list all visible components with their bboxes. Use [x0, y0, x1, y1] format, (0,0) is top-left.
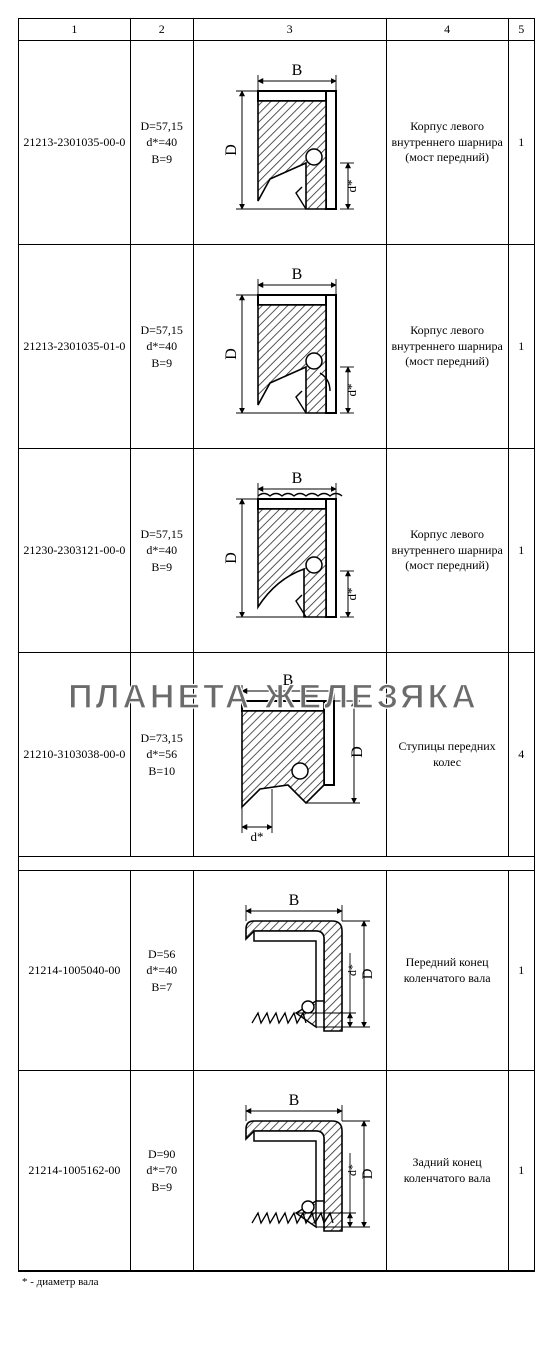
diagram-cell: B Dd* — [193, 871, 386, 1071]
svg-text:B: B — [288, 1092, 299, 1109]
dim-D: D=90 — [133, 1146, 191, 1162]
svg-text:D: D — [223, 552, 240, 564]
svg-text:d*: d* — [344, 383, 359, 396]
col-header-5: 5 — [508, 19, 534, 41]
table-row: 21213-2301035-01-0D=57,15d*=40B=9 B Dd* Кор… — [19, 245, 535, 449]
dim-d: d*=40 — [133, 962, 191, 978]
svg-text:D: D — [349, 746, 366, 758]
page-frame: 1 2 3 4 5 21213-2301035-00-0D=57,15d*=40… — [0, 0, 547, 1298]
table-header-row: 1 2 3 4 5 — [19, 19, 535, 41]
dim-d: d*=56 — [133, 746, 191, 762]
svg-text:B: B — [288, 892, 299, 909]
seal-cross-section-diagram: B Dd* — [200, 1081, 380, 1261]
section-gap — [19, 857, 535, 871]
parts-table: 1 2 3 4 5 21213-2301035-00-0D=57,15d*=40… — [18, 18, 535, 1271]
dimensions-cell: D=57,15d*=40B=9 — [130, 245, 193, 449]
quantity-cell: 1 — [508, 1071, 534, 1271]
dimensions-cell: D=57,15d*=40B=9 — [130, 449, 193, 653]
dim-d: d*=40 — [133, 134, 191, 150]
dim-D: D=57,15 — [133, 526, 191, 542]
description-cell: Передний конец коленчатого вала — [386, 871, 508, 1071]
part-number: 21214-1005162-00 — [19, 1071, 131, 1271]
seal-cross-section-diagram: B Dd* — [200, 461, 380, 641]
dimensions-cell: D=56d*=40B=7 — [130, 871, 193, 1071]
dim-d: d*=40 — [133, 542, 191, 558]
diagram-cell: B Dd* — [193, 653, 386, 857]
description-cell: Ступицы передних колес — [386, 653, 508, 857]
col-header-4: 4 — [386, 19, 508, 41]
part-number: 21214-1005040-00 — [19, 871, 131, 1071]
svg-text:D: D — [360, 1168, 376, 1179]
svg-text:D: D — [223, 144, 240, 156]
dimensions-cell: D=57,15d*=40B=9 — [130, 41, 193, 245]
part-number: 21213-2301035-00-0 — [19, 41, 131, 245]
dim-B: B=9 — [133, 559, 191, 575]
dim-B: B=9 — [133, 1179, 191, 1195]
table-row: 21213-2301035-00-0D=57,15d*=40B=9 B Dd* Кор… — [19, 41, 535, 245]
dim-B: B=9 — [133, 355, 191, 371]
svg-text:d*: d* — [345, 1164, 359, 1176]
col-header-1: 1 — [19, 19, 131, 41]
svg-text:B: B — [282, 672, 293, 689]
seal-cross-section-diagram: B Dd* — [200, 53, 380, 233]
dim-B: B=7 — [133, 979, 191, 995]
svg-text:D: D — [223, 348, 240, 360]
diagram-cell: B Dd* — [193, 245, 386, 449]
part-number: 21210-3103038-00-0 — [19, 653, 131, 857]
description-cell: Корпус левого внутреннего шарнира (мост … — [386, 41, 508, 245]
quantity-cell: 1 — [508, 871, 534, 1071]
svg-text:d*: d* — [344, 179, 359, 192]
dim-B: B=9 — [133, 151, 191, 167]
dim-d: d*=70 — [133, 1162, 191, 1178]
svg-text:D: D — [360, 968, 376, 979]
table-row: 21214-1005162-00D=90d*=70B=9 B Dd* Задний к… — [19, 1071, 535, 1271]
description-cell: Корпус левого внутреннего шарнира (мост … — [386, 449, 508, 653]
svg-text:d*: d* — [250, 829, 263, 844]
diagram-cell: B Dd* — [193, 449, 386, 653]
svg-text:B: B — [291, 266, 302, 283]
svg-text:B: B — [291, 62, 302, 79]
quantity-cell: 4 — [508, 653, 534, 857]
dim-D: D=73,15 — [133, 730, 191, 746]
quantity-cell: 1 — [508, 449, 534, 653]
svg-text:d*: d* — [345, 964, 359, 976]
diagram-cell: B Dd* — [193, 1071, 386, 1271]
table-row: 21230-2303121-00-0D=57,15d*=40B=9 B Dd* Кор… — [19, 449, 535, 653]
col-header-2: 2 — [130, 19, 193, 41]
footnote: * - диаметр вала — [18, 1271, 535, 1290]
seal-cross-section-diagram: B Dd* — [200, 881, 380, 1061]
table-row: 21214-1005040-00D=56d*=40B=7 B Dd* Передний… — [19, 871, 535, 1071]
dim-d: d*=40 — [133, 338, 191, 354]
seal-cross-section-diagram: B Dd* — [200, 665, 380, 845]
dimensions-cell: D=90d*=70B=9 — [130, 1071, 193, 1271]
col-header-3: 3 — [193, 19, 386, 41]
dimensions-cell: D=73,15d*=56B=10 — [130, 653, 193, 857]
description-cell: Задний конец коленчатого вала — [386, 1071, 508, 1271]
description-cell: Корпус левого внутреннего шарнира (мост … — [386, 245, 508, 449]
part-number: 21213-2301035-01-0 — [19, 245, 131, 449]
dim-B: B=10 — [133, 763, 191, 779]
dim-D: D=57,15 — [133, 322, 191, 338]
part-number: 21230-2303121-00-0 — [19, 449, 131, 653]
diagram-cell: B Dd* — [193, 41, 386, 245]
dim-D: D=57,15 — [133, 118, 191, 134]
quantity-cell: 1 — [508, 245, 534, 449]
seal-cross-section-diagram: B Dd* — [200, 257, 380, 437]
quantity-cell: 1 — [508, 41, 534, 245]
svg-text:d*: d* — [344, 587, 359, 600]
svg-text:B: B — [291, 470, 302, 487]
table-body: 21213-2301035-00-0D=57,15d*=40B=9BDd*Кор… — [19, 41, 535, 1271]
table-row: 21210-3103038-00-0D=73,15d*=56B=10 B Dd* Ст… — [19, 653, 535, 857]
dim-D: D=56 — [133, 946, 191, 962]
